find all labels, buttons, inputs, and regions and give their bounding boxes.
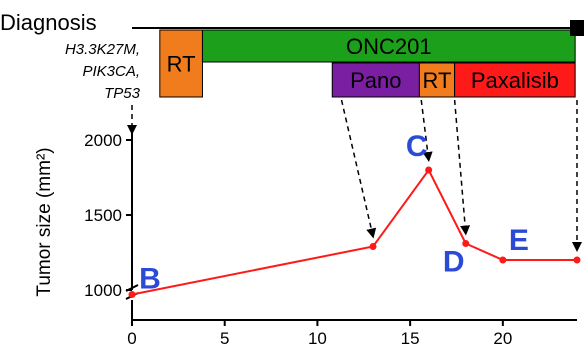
timepoint-label-b: B [139,263,161,296]
diagnosis-title: Diagnosis [0,10,97,35]
timepoint-label-e: E [509,224,529,257]
data-point-0-2 [425,166,433,174]
timeline-bar-paxalisib-4 [454,62,576,98]
data-point-0-3 [462,240,470,247]
dashed-arrow-2 [420,99,433,162]
data-point-0-4 [499,256,507,264]
timeline-end-marker [570,20,584,36]
mutation-1: H3.3K27M, [65,41,140,58]
timeline-bar-label-paxalisib-4: Paxalisib [471,68,559,93]
dashed-arrow-1 [340,99,377,239]
timeline-bar-label-rt-3: RT [423,68,452,93]
timeline-bar-pano-2 [331,62,420,98]
timeline-bar-label-rt-0: RT [167,52,196,77]
tumor-size-series [128,166,581,298]
x-tick-label-5: 5 [220,329,229,348]
timeline-bar-label-onc201-1: ONC201 [346,34,432,59]
x-tick-label-20: 20 [493,329,512,348]
dashed-arrow-3 [453,99,471,236]
mutation-3: TP53 [104,85,141,102]
timeline-bar-label-pano-2: Pano [350,68,401,93]
dashed-arrows [127,99,582,252]
mutation-2: PIK3CA, [82,63,140,80]
timepoint-label-c: C [406,130,428,163]
timeline-bars: RT ONC201 Pano RT Paxalisib [159,20,584,98]
series-line-0 [131,168,577,296]
x-tick-label-15: 15 [401,329,420,348]
y-axis-title: Tumor size (mm²) [34,147,55,296]
y-tick-label-1500: 1500 [84,206,122,225]
axis-ticks: 0 5 10 15 20 1000 1500 2000 [84,131,512,348]
timepoint-label-d: D [443,246,465,279]
data-point-0-5 [573,256,581,264]
x-tick-label-0: 0 [127,329,136,348]
x-tick-label-10: 10 [308,329,327,348]
y-tick-label-2000: 2000 [84,131,122,150]
timepoint-labels: B C D E [139,130,529,296]
data-point-0-1 [369,243,377,250]
timeline-bar-rt-0 [159,29,203,98]
timeline-bar-onc201-1 [201,29,576,63]
y-tick-label-1000: 1000 [84,281,122,300]
data-point-0-0 [128,291,136,298]
